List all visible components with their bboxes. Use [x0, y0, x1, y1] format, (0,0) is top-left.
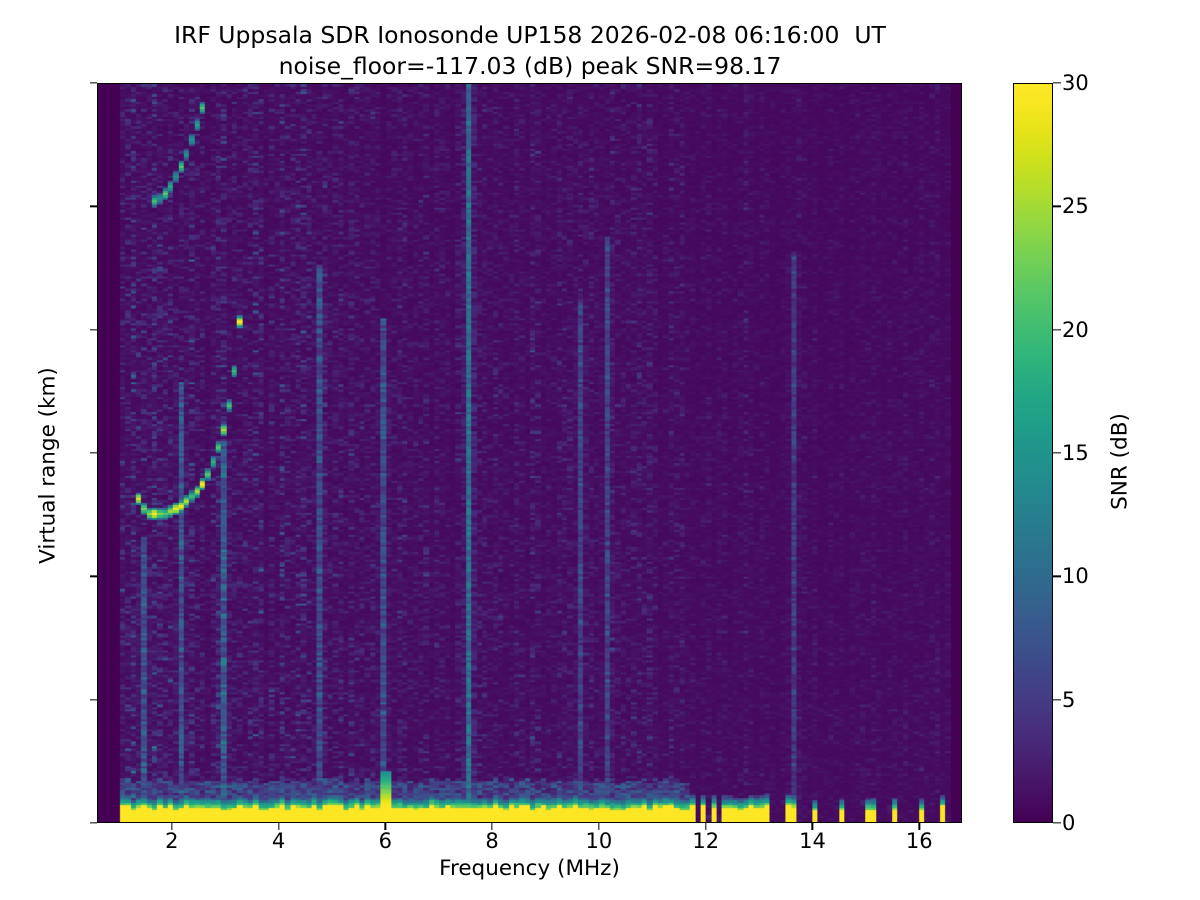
- x-tick-mark: [277, 822, 280, 830]
- x-tick-mark: [705, 822, 707, 830]
- x-tick-mark: [811, 822, 814, 830]
- colorbar-tick-mark: [1053, 82, 1061, 84]
- y-tick-mark: [89, 699, 97, 701]
- colorbar-tick-label-20: 20: [1062, 317, 1089, 342]
- x-tick-mark: [384, 822, 386, 830]
- x-tick-label-4: 4: [271, 829, 286, 853]
- colorbar-tick-mark: [1053, 205, 1061, 207]
- colorbar-tick-label-30: 30: [1062, 71, 1089, 95]
- x-tick-label-14: 14: [799, 829, 826, 853]
- y-axis: 0100200300400500600: [0, 0, 97, 900]
- x-tick-label-16: 16: [905, 829, 933, 853]
- title-line-2: noise_floor=-117.03 (dB) peak SNR=98.17: [278, 51, 782, 80]
- x-axis-label: Frequency (MHz): [439, 856, 620, 881]
- colorbar-tick-mark: [1053, 452, 1061, 454]
- colorbar-tick-mark: [1053, 822, 1061, 824]
- colorbar-gradient: [1014, 84, 1052, 822]
- x-tick-mark: [171, 822, 173, 830]
- y-tick-mark: [89, 575, 97, 577]
- ionogram-plot-area: [97, 83, 962, 823]
- x-tick-label-2: 2: [165, 829, 179, 853]
- y-tick-mark: [89, 452, 97, 454]
- colorbar-tick-label-5: 5: [1062, 687, 1076, 712]
- colorbar-tick-mark: [1053, 699, 1061, 701]
- colorbar-tick-label-25: 25: [1062, 194, 1089, 219]
- x-tick-mark: [918, 822, 920, 830]
- colorbar-label: SNR (dB): [1107, 413, 1133, 510]
- figure-title: IRF Uppsala SDR Ionosonde UP158 2026-02-…: [0, 20, 1060, 81]
- colorbar-tick-mark: [1053, 329, 1061, 331]
- x-tick-label-8: 8: [485, 829, 499, 853]
- x-tick-label-6: 6: [378, 829, 393, 853]
- colorbar-tick-label-10: 10: [1062, 564, 1089, 589]
- title-line-1: IRF Uppsala SDR Ionosonde UP158 2026-02-…: [174, 21, 886, 49]
- colorbar-tick-mark: [1053, 575, 1061, 577]
- x-tick-label-10: 10: [585, 829, 613, 853]
- y-tick-mark: [89, 822, 97, 824]
- ionogram-heatmap: [98, 84, 961, 822]
- y-tick-mark: [89, 329, 97, 331]
- x-tick-label-12: 12: [692, 829, 720, 853]
- x-tick-mark: [491, 822, 493, 830]
- colorbar-tick-label-0: 0: [1062, 811, 1076, 835]
- y-tick-mark: [89, 82, 97, 84]
- colorbar-tick-label-15: 15: [1062, 441, 1089, 465]
- x-tick-mark: [598, 822, 600, 830]
- y-tick-mark: [89, 205, 97, 207]
- colorbar: [1013, 83, 1053, 823]
